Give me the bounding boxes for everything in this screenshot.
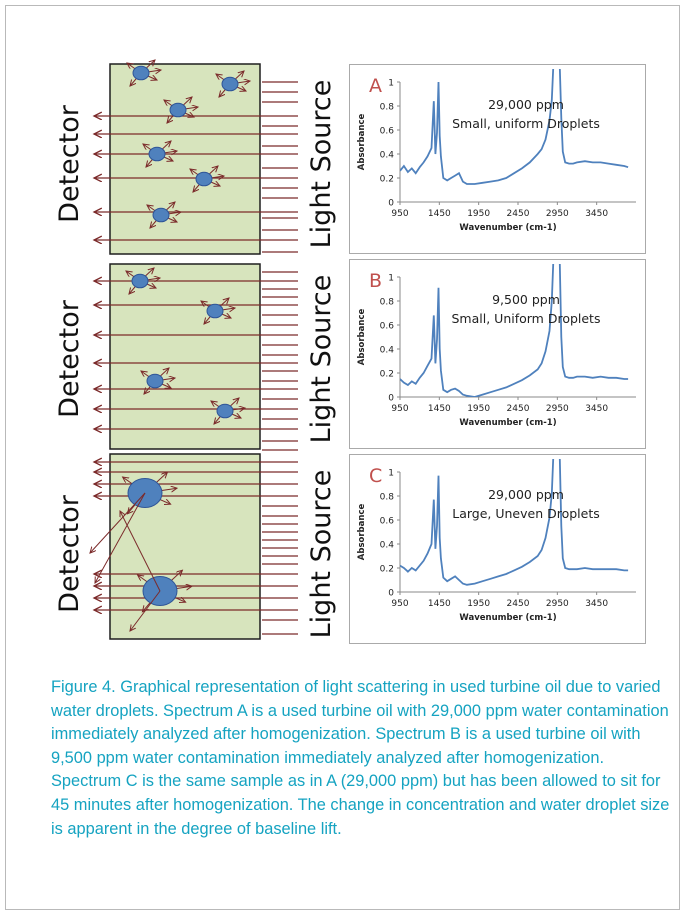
scattering-diagram: [50, 449, 298, 640]
cuvette: [109, 63, 261, 255]
y-tick-label: 0: [388, 589, 394, 599]
water-droplet: [148, 146, 166, 162]
y-tick-label: 0.8: [380, 103, 395, 113]
x-axis-title: Wavenumber (cm-1): [459, 418, 556, 428]
droplet-annotation: Small, Uniform Droplets: [452, 311, 601, 326]
y-tick-label: 0.2: [380, 175, 394, 185]
water-droplet: [152, 207, 170, 223]
y-axis-title: Absorbance: [357, 309, 367, 366]
y-axis-title: Absorbance: [357, 504, 367, 561]
droplet-annotation: Large, Uneven Droplets: [452, 506, 600, 521]
ppm-annotation: 9,500 ppm: [492, 292, 560, 307]
x-tick-label: 950: [391, 404, 408, 414]
water-droplet: [216, 403, 234, 419]
x-tick-label: 3450: [585, 209, 608, 219]
panel-a: Detector Light Source 0 0.2 0.4 0.6 0.8 1 950 1…: [50, 64, 646, 264]
panel-letter: B: [369, 270, 382, 292]
x-tick-label: 1950: [467, 599, 490, 609]
y-tick-label: 0.8: [380, 298, 395, 308]
panel-letter: C: [369, 465, 382, 487]
cuvette: [109, 453, 261, 640]
figure-frame: Detector Light Source 0 0.2 0.4 0.6 0.8 1 950 1…: [5, 5, 680, 910]
x-tick-label: 950: [391, 599, 408, 609]
y-axis-title: Absorbance: [357, 114, 367, 171]
x-tick-label: 1950: [467, 209, 490, 219]
x-tick-label: 1450: [428, 599, 451, 609]
x-tick-label: 2450: [507, 599, 530, 609]
x-axis-title: Wavenumber (cm-1): [459, 223, 556, 233]
ppm-annotation: 29,000 ppm: [488, 487, 564, 502]
droplet-annotation: Small, uniform Droplets: [452, 116, 600, 131]
x-tick-label: 3450: [585, 599, 608, 609]
x-tick-label: 950: [391, 209, 408, 219]
panel-c: Detector Light Source 0 0.2 0.4 0.6 0.8 1 950 1…: [50, 449, 646, 654]
y-tick-label: 0.4: [380, 346, 395, 356]
y-tick-label: 0.4: [380, 151, 395, 161]
water-droplet: [131, 273, 149, 289]
y-tick-label: 0: [388, 199, 394, 209]
panel-letter: A: [369, 75, 382, 97]
y-tick-label: 1: [388, 79, 394, 89]
spectrum-line: [400, 264, 629, 397]
y-tick-label: 0.2: [380, 370, 394, 380]
water-droplet: [132, 65, 150, 81]
x-tick-label: 1450: [428, 404, 451, 414]
scattering-diagram: [50, 63, 298, 255]
x-tick-label: 2950: [546, 599, 569, 609]
spectrum-line: [400, 69, 629, 185]
spectrum-chart-c: 0 0.2 0.4 0.6 0.8 1 950 1450 1950 2450 2950 3450 Wav…: [349, 454, 646, 644]
water-droplet: [146, 373, 164, 389]
x-tick-label: 2450: [507, 209, 530, 219]
x-tick-label: 3450: [585, 404, 608, 414]
scatter-arrow: [90, 492, 146, 553]
y-tick-label: 0: [388, 394, 394, 404]
x-tick-label: 2450: [507, 404, 530, 414]
scatter-arrow: [120, 511, 161, 592]
spectrum-chart-a: 0 0.2 0.4 0.6 0.8 1 950 1450 1950 2450 2950 3450 Wav…: [349, 64, 646, 254]
spectrum-chart-b: 0 0.2 0.4 0.6 0.8 1 950 1450 1950 2450 2950 3450 Wav…: [349, 259, 646, 449]
water-droplet: [221, 76, 239, 92]
x-tick-label: 1950: [467, 404, 490, 414]
x-tick-label: 2950: [546, 209, 569, 219]
water-droplet: [169, 102, 187, 118]
x-axis-title: Wavenumber (cm-1): [459, 613, 556, 623]
x-tick-label: 2950: [546, 404, 569, 414]
scatter-arrow: [95, 492, 146, 583]
scatter-arrow: [130, 590, 161, 631]
y-tick-label: 0.4: [380, 541, 395, 551]
x-tick-label: 1450: [428, 209, 451, 219]
water-droplet: [195, 171, 213, 187]
y-tick-label: 0.6: [380, 127, 395, 137]
y-tick-label: 0.2: [380, 565, 394, 575]
scattering-diagram: [50, 263, 298, 450]
water-droplet: [206, 303, 224, 319]
figure-caption: Figure 4. Graphical representation of li…: [51, 678, 670, 838]
y-tick-label: 1: [388, 274, 394, 284]
y-tick-label: 1: [388, 469, 394, 479]
cuvette: [109, 263, 261, 450]
y-tick-label: 0.8: [380, 493, 395, 503]
y-tick-label: 0.6: [380, 322, 395, 332]
ppm-annotation: 29,000 ppm: [488, 97, 564, 112]
spectrum-line: [400, 459, 629, 586]
panel-b: Detector Light Source 0 0.2 0.4 0.6 0.8 1 950 1…: [50, 259, 646, 459]
y-tick-label: 0.6: [380, 517, 395, 527]
